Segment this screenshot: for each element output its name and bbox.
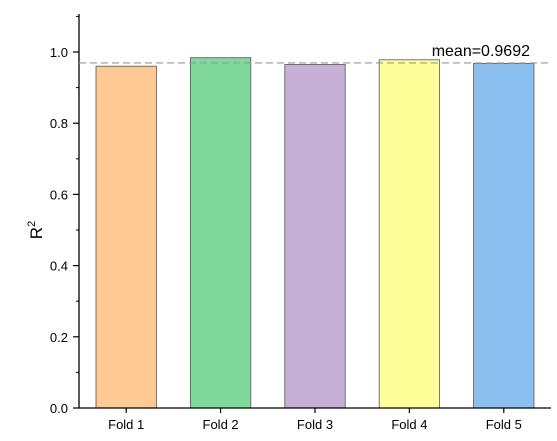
x-tick-label: Fold 2 [203, 417, 239, 432]
y-tick-label: 0.2 [50, 330, 68, 345]
y-axis-title-superscript: 2 [26, 221, 38, 227]
x-tick-label: Fold 3 [297, 417, 333, 432]
y-axis-title: R2 [26, 221, 46, 239]
y-tick-label: 0.6 [50, 187, 68, 202]
y-tick-label: 0.8 [50, 116, 68, 131]
bar-fold-1 [95, 65, 157, 409]
mean-reference-label: mean=0.9692 [432, 43, 530, 60]
x-axis-ticks: Fold 1 Fold 2 Fold 3 Fold 4 Fold 5 [108, 408, 522, 432]
bar-fold-2 [189, 57, 252, 409]
y-axis-ticks: 0.0 0.2 0.4 0.6 0.8 1.0 [50, 15, 79, 416]
bar-fold-4 [378, 59, 441, 409]
plot-area [95, 57, 535, 409]
y-tick-label: 0.4 [50, 259, 68, 274]
x-tick-label: Fold 4 [391, 417, 427, 432]
bar-fold-3 [284, 64, 346, 409]
bar-fold-5 [473, 63, 535, 409]
y-tick-label: 1.0 [50, 45, 68, 60]
y-tick-label: 0.0 [50, 401, 68, 416]
y-axis-title-base: R [27, 227, 46, 239]
x-tick-label: Fold 1 [108, 417, 144, 432]
x-tick-label: Fold 5 [486, 417, 522, 432]
